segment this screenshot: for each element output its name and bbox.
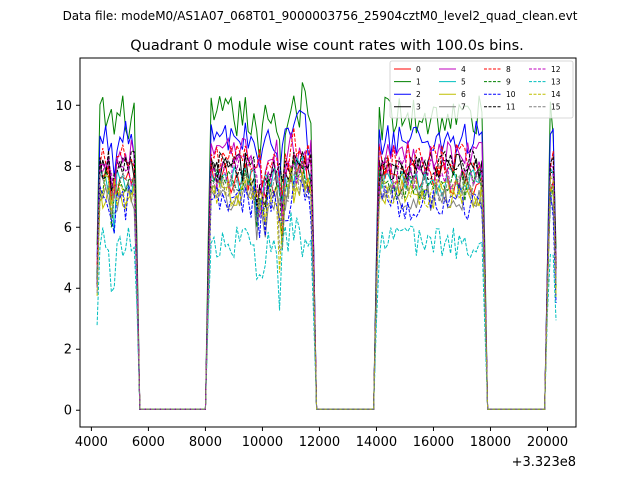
y-tick-label: 8	[64, 160, 72, 175]
x-tick-label: 10000	[242, 435, 283, 450]
legend-label-14: 14	[551, 90, 561, 99]
legend-label-6: 6	[461, 90, 466, 99]
series-line-15	[96, 165, 557, 410]
legend-label-3: 3	[416, 103, 421, 112]
x-tick-label: 20000	[527, 435, 568, 450]
legend-label-15: 15	[551, 103, 561, 112]
series-line-1	[96, 82, 557, 410]
legend-label-12: 12	[551, 65, 561, 74]
y-tick-label: 2	[64, 343, 72, 358]
legend-label-1: 1	[416, 77, 421, 86]
x-tick-label: 4000	[75, 435, 108, 450]
x-offset-label: +3.323e8	[512, 455, 576, 470]
y-tick-label: 10	[55, 99, 72, 114]
y-tick-label: 6	[64, 221, 72, 236]
chart-suptitle: Data file: modeM0/AS1A07_068T01_90000037…	[63, 9, 578, 23]
y-tick-label: 0	[64, 404, 72, 419]
legend-label-13: 13	[551, 77, 561, 86]
y-axis: 0 2 4 6 8 10	[55, 99, 80, 419]
x-tick-label: 6000	[132, 435, 165, 450]
series-group	[96, 82, 557, 410]
legend-frame	[389, 60, 574, 119]
x-tick-label: 18000	[470, 435, 511, 450]
legend-label-5: 5	[461, 77, 466, 86]
y-tick-label: 4	[64, 282, 72, 297]
plot-frame	[79, 57, 577, 428]
legend-label-8: 8	[506, 65, 511, 74]
legend-label-4: 4	[461, 65, 466, 74]
x-axis: 4000 6000 8000 10000 12000 14000 16000 18000 200…	[75, 427, 568, 450]
x-tick-label: 12000	[299, 435, 340, 450]
x-tick-label: 8000	[189, 435, 222, 450]
legend-label-0: 0	[416, 65, 421, 74]
plot-area	[79, 57, 577, 428]
chart-title: Quadrant 0 module wise count rates with …	[130, 38, 524, 54]
x-tick-label: 14000	[356, 435, 397, 450]
x-tick-label: 16000	[413, 435, 454, 450]
legend-label-2: 2	[416, 90, 421, 99]
legend-label-11: 11	[506, 103, 516, 112]
legend-label-10: 10	[506, 90, 516, 99]
legend-label-9: 9	[506, 77, 511, 86]
legend-label-7: 7	[461, 103, 466, 112]
